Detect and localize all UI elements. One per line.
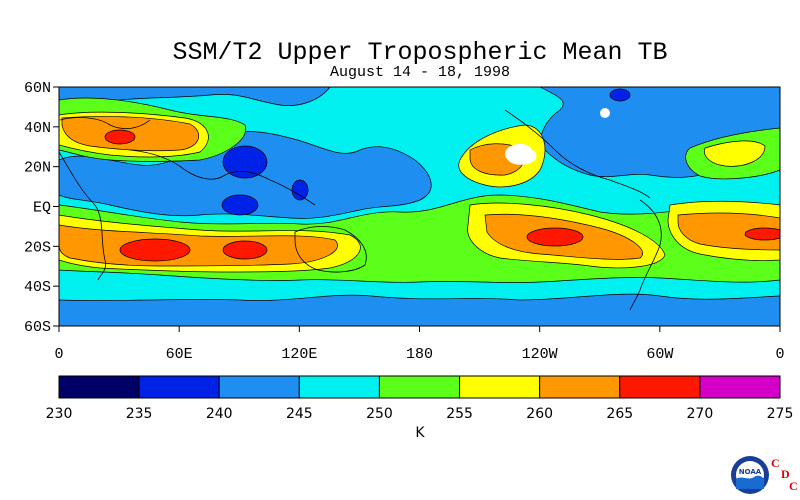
- contour-265-middle-east: [104, 129, 136, 145]
- coast-australia: [294, 226, 367, 273]
- contour-235-east-asia: [291, 179, 309, 201]
- lon-label: 60W: [646, 346, 673, 363]
- colorbar-swatch: [699, 375, 781, 399]
- lon-label: 0: [54, 346, 63, 363]
- coast-asia: [129, 149, 316, 206]
- colorbar: 230 235 240 245 250 255 260 265 270 275: [46, 375, 794, 422]
- colorbar-swatch: [539, 375, 621, 399]
- colorbar-swatch: [459, 375, 541, 399]
- contour-235-north-india: [222, 145, 268, 179]
- colorbar-swatch: [218, 375, 300, 399]
- contour-235-atlantic: [609, 88, 631, 102]
- colorbar-level-label: 235: [126, 406, 153, 422]
- cdc-letter-c1: C: [771, 456, 780, 470]
- contour-265-south-atlantic: [744, 227, 780, 241]
- contour-southern-240: [59, 293, 780, 326]
- lat-label: 20S: [24, 239, 51, 256]
- colorbar-level-label: 230: [46, 406, 73, 422]
- colorbar-swatch: [378, 375, 461, 399]
- coastlines: [59, 109, 662, 311]
- colorbar-level-label: 260: [526, 406, 553, 422]
- coast-europe: [59, 117, 151, 130]
- lon-label: 60E: [166, 346, 193, 363]
- lat-label: 20N: [24, 160, 51, 177]
- lon-label: 120W: [522, 346, 558, 363]
- lat-label: 40S: [24, 279, 51, 296]
- lat-label: 40N: [24, 120, 51, 137]
- colorbar-level-label: 240: [206, 406, 233, 422]
- lon-label: 0: [775, 346, 784, 363]
- colorbar-level-label: 250: [366, 406, 393, 422]
- map-title: SSM/T2 Upper Tropospheric Mean TB: [172, 38, 668, 67]
- contour-265-indian-west: [119, 238, 191, 262]
- colorbar-swatch: [298, 375, 380, 399]
- missing-data-dot: [600, 108, 610, 118]
- lon-label: 180: [406, 346, 433, 363]
- contour-265-south-pacific: [526, 227, 584, 247]
- contour-260-south-atlantic: [677, 212, 780, 251]
- lat-label: 60N: [24, 80, 51, 97]
- colorbar-swatch: [619, 375, 701, 399]
- contour-265-indian-east: [222, 240, 268, 260]
- cdc-letter-c2: C: [789, 479, 798, 493]
- colorbar-level-label: 265: [606, 406, 633, 422]
- colorbar-swatch: [138, 375, 220, 399]
- map-subtitle: August 14 - 18, 1998: [329, 64, 511, 81]
- missing-data-blob: [505, 143, 537, 165]
- svg-text:NOAA: NOAA: [739, 468, 762, 476]
- colorbar-swatch: [58, 375, 140, 399]
- colorbar-level-label: 245: [286, 406, 313, 422]
- latitude-axis: 60N 40N 20N EQ 20S 40S 60S: [24, 80, 59, 336]
- contour-235-south-india: [221, 194, 259, 216]
- colorbar-unit: K: [415, 425, 425, 441]
- colorbar-level-label: 275: [767, 406, 794, 422]
- lat-label: 60S: [24, 319, 51, 336]
- cdc-letter-d: D: [781, 467, 790, 481]
- longitude-axis: 0 60E 120E 180 120W 60W 0: [54, 326, 785, 363]
- lat-label: EQ: [33, 200, 51, 217]
- coast-north-america: [504, 109, 651, 199]
- coast-africa: [59, 151, 107, 281]
- colorbar-level-label: 255: [446, 406, 473, 422]
- contour-field: [59, 87, 780, 326]
- colorbar-level-label: 270: [687, 406, 714, 422]
- contour-255-north-atlantic-core: [704, 140, 766, 167]
- coast-south-america: [629, 199, 662, 311]
- noaa-logo: NOAA: [730, 455, 770, 495]
- lon-label: 120E: [281, 346, 317, 363]
